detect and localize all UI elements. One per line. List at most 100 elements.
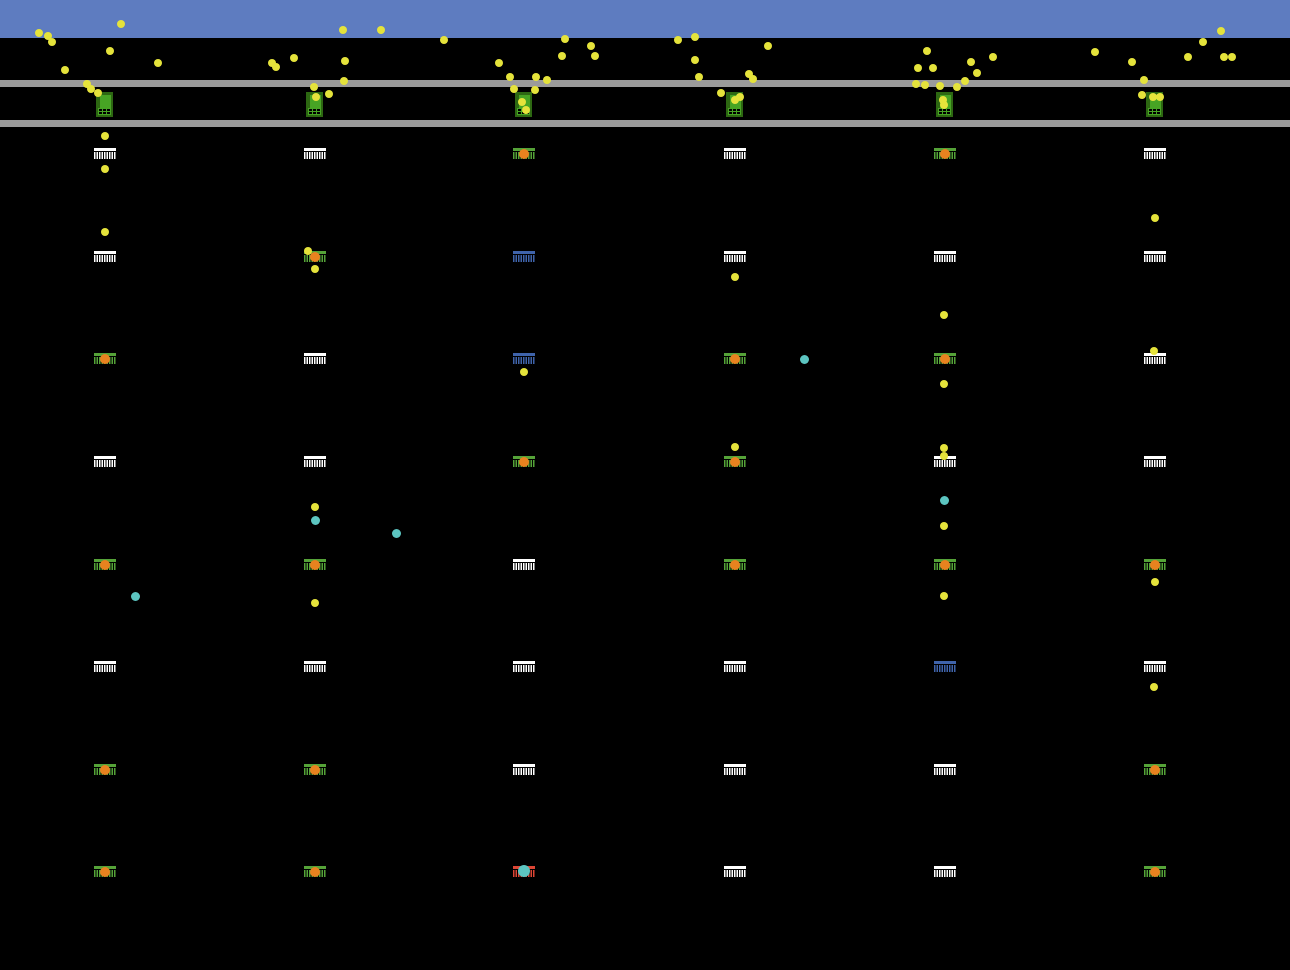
comb-teeth [1144, 665, 1166, 672]
bee-dot [440, 36, 448, 44]
bee-dot [543, 76, 551, 84]
comb-teeth [934, 255, 956, 262]
bee-dot [520, 368, 528, 376]
bee-dot [953, 83, 961, 91]
honeycomb-empty [724, 661, 746, 672]
bee-dot [561, 35, 569, 43]
sky-bar [0, 0, 1290, 38]
bee-dot [558, 52, 566, 60]
bee-dot [940, 380, 948, 388]
honeycomb-empty [1144, 251, 1166, 262]
hive-door [1150, 95, 1161, 108]
comb-top-bar [934, 866, 956, 869]
bee-dot [940, 101, 948, 109]
honeycomb-honey [724, 353, 746, 364]
honeycomb-empty [513, 559, 535, 570]
bee-dot [268, 59, 276, 67]
bee-dot [48, 38, 56, 46]
honey-dot [940, 354, 950, 364]
comb-top-bar [513, 353, 535, 356]
bee-dot [591, 52, 599, 60]
bee-dot [495, 59, 503, 67]
honey-dot [730, 457, 740, 467]
honeycomb-honey [94, 764, 116, 775]
bee-dot [154, 59, 162, 67]
cyan-bee-dot [391, 528, 401, 538]
comb-top-bar [94, 251, 116, 254]
hive-grill-icon [728, 108, 741, 115]
comb-teeth [934, 768, 956, 775]
bee-dot [921, 81, 929, 89]
comb-top-bar [724, 661, 746, 664]
comb-top-bar [1144, 456, 1166, 459]
honey-dot [100, 354, 110, 364]
bee-dot [101, 165, 109, 173]
bee-dot [717, 89, 725, 97]
honeycomb-honey [1144, 559, 1166, 570]
honey-dot [310, 765, 320, 775]
bee-dot [101, 132, 109, 140]
comb-top-bar [304, 148, 326, 151]
bee-dot [1199, 38, 1207, 46]
bee-dot [1151, 214, 1159, 222]
honeycomb-honey [934, 148, 956, 159]
bee-dot [1150, 683, 1158, 691]
honeycomb-empty [1144, 456, 1166, 467]
honey-dot [940, 560, 950, 570]
bee-dot [1217, 27, 1225, 35]
comb-teeth [1144, 255, 1166, 262]
hive-grill-icon [938, 108, 951, 115]
comb-top-bar [94, 661, 116, 664]
honeycomb-honey [94, 353, 116, 364]
honeycomb-queen [513, 865, 535, 877]
bee-dot [106, 47, 114, 55]
honey-dot [940, 149, 950, 159]
bee-dot [731, 96, 739, 104]
hive-grill-icon [98, 108, 111, 115]
comb-teeth [934, 460, 956, 467]
bee-dot [961, 77, 969, 85]
comb-teeth [934, 665, 956, 672]
bee-dot [674, 36, 682, 44]
bee-dot [87, 85, 95, 93]
bee-dot [1150, 347, 1158, 355]
bee-dot [61, 66, 69, 74]
comb-top-bar [94, 456, 116, 459]
bee-dot [311, 503, 319, 511]
honeycomb-honey [304, 866, 326, 877]
hive-door [100, 95, 111, 108]
honeycomb-honey [934, 353, 956, 364]
bee-dot [914, 64, 922, 72]
honeycomb-empty [1144, 661, 1166, 672]
honeycomb-honey [304, 764, 326, 775]
bee-dot [532, 73, 540, 81]
honeycomb-honey [724, 559, 746, 570]
bee-dot [510, 85, 518, 93]
bee-dot [923, 47, 931, 55]
comb-top-bar [304, 661, 326, 664]
bee-dot [736, 93, 744, 101]
honeycomb-empty [934, 764, 956, 775]
honeycomb-honey [513, 456, 535, 467]
honeycomb-empty [304, 456, 326, 467]
honeycomb-empty [724, 148, 746, 159]
bee-dot [312, 93, 320, 101]
bee-dot [929, 64, 937, 72]
hive-sprite-1 [96, 92, 113, 117]
honey-dot [310, 867, 320, 877]
bee-dot [731, 273, 739, 281]
bee-dot [94, 89, 102, 97]
bee-dot [691, 33, 699, 41]
comb-teeth [94, 460, 116, 467]
honey-dot [730, 560, 740, 570]
comb-top-bar [934, 661, 956, 664]
honey-dot [1150, 560, 1160, 570]
bee-dot [518, 98, 526, 106]
hive-door [310, 95, 321, 108]
comb-teeth [1144, 460, 1166, 467]
cyan-bee-dot [130, 591, 140, 601]
honey-dot [730, 354, 740, 364]
bee-dot [691, 56, 699, 64]
bee-dot [731, 443, 739, 451]
